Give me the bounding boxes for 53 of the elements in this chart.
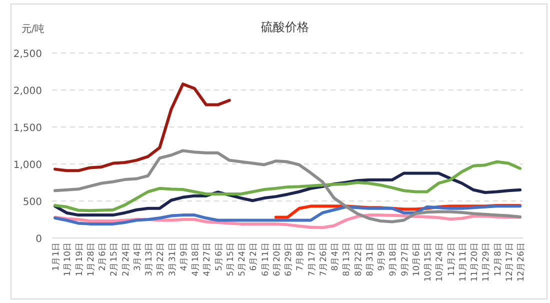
y-tick-label: 2,500	[13, 49, 42, 60]
x-tick-label: 8月31日	[365, 242, 376, 276]
y-axis-title: 元/吨	[21, 23, 45, 35]
x-tick-label: 11月20日	[470, 242, 480, 282]
x-tick-label: 4月9日	[179, 242, 190, 271]
x-tick-label: 6月2日	[249, 242, 260, 271]
x-tick-label: 5月6日	[214, 242, 224, 271]
chart-title: 硫酸价格	[261, 20, 309, 34]
x-tick-label: 5月24日	[238, 242, 248, 276]
y-tick-label: 1,000	[13, 160, 42, 171]
line-series	[54, 149, 522, 224]
x-tick-label: 2月15日	[110, 242, 120, 276]
x-tick-label: 12月26日	[516, 242, 526, 282]
x-tick-label: 4月18日	[191, 242, 201, 276]
x-tick-label: 3月13日	[144, 242, 154, 276]
x-tick-label: 1月1日	[52, 242, 62, 271]
line-series	[54, 204, 522, 226]
x-tick-label: 1月28日	[86, 242, 96, 276]
x-tick-label: 9月18日	[388, 242, 399, 276]
x-tick-label: 2月6日	[98, 242, 108, 271]
x-tick-label: 8月13日	[342, 242, 352, 276]
x-tick-label: 3月22日	[156, 242, 166, 276]
x-tick-label: 3月31日	[168, 242, 178, 276]
x-tick-label: 6月11日	[260, 242, 271, 276]
line-series	[54, 160, 522, 212]
x-tick-label: 6月29日	[284, 242, 294, 276]
x-tick-label: 7月17日	[307, 242, 318, 276]
x-tick-label: 1月10日	[63, 242, 74, 276]
x-tick-label: 4月27日	[202, 242, 213, 276]
x-tick-label: 10月24日	[435, 242, 446, 282]
x-tick-label: 11月11日	[458, 242, 468, 282]
x-tick-label: 10月6日	[412, 242, 422, 276]
x-tick-label: 8月4日	[330, 242, 340, 271]
x-tick-label: 8月22日	[354, 242, 364, 276]
line-series	[54, 82, 231, 172]
y-tick-label: 2,000	[13, 86, 42, 97]
x-tick-label: 7月26日	[318, 242, 329, 276]
y-tick-label: 1,500	[13, 123, 42, 134]
x-tick-label: 5月15日	[226, 242, 236, 276]
x-tick-label: 12月8日	[493, 242, 504, 276]
x-tick-label: 2月24日	[121, 242, 132, 276]
x-tick-label: 3月4日	[132, 242, 143, 271]
x-tick-label: 12月17日	[504, 242, 515, 282]
x-tick-label: 11月2日	[446, 242, 457, 276]
x-tick-label: 6月20日	[272, 242, 282, 276]
x-tick-label: 11月29日	[482, 242, 492, 282]
y-tick-label: 0	[36, 234, 42, 245]
y-tick-label: 500	[22, 197, 42, 208]
x-tick-label: 1月19日	[74, 242, 85, 276]
x-tick-label: 9月9日	[377, 242, 387, 271]
x-tick-label: 10月15日	[424, 242, 434, 282]
x-tick-label: 7月8日	[296, 242, 306, 271]
x-tick-label: 9月27日	[400, 242, 410, 276]
